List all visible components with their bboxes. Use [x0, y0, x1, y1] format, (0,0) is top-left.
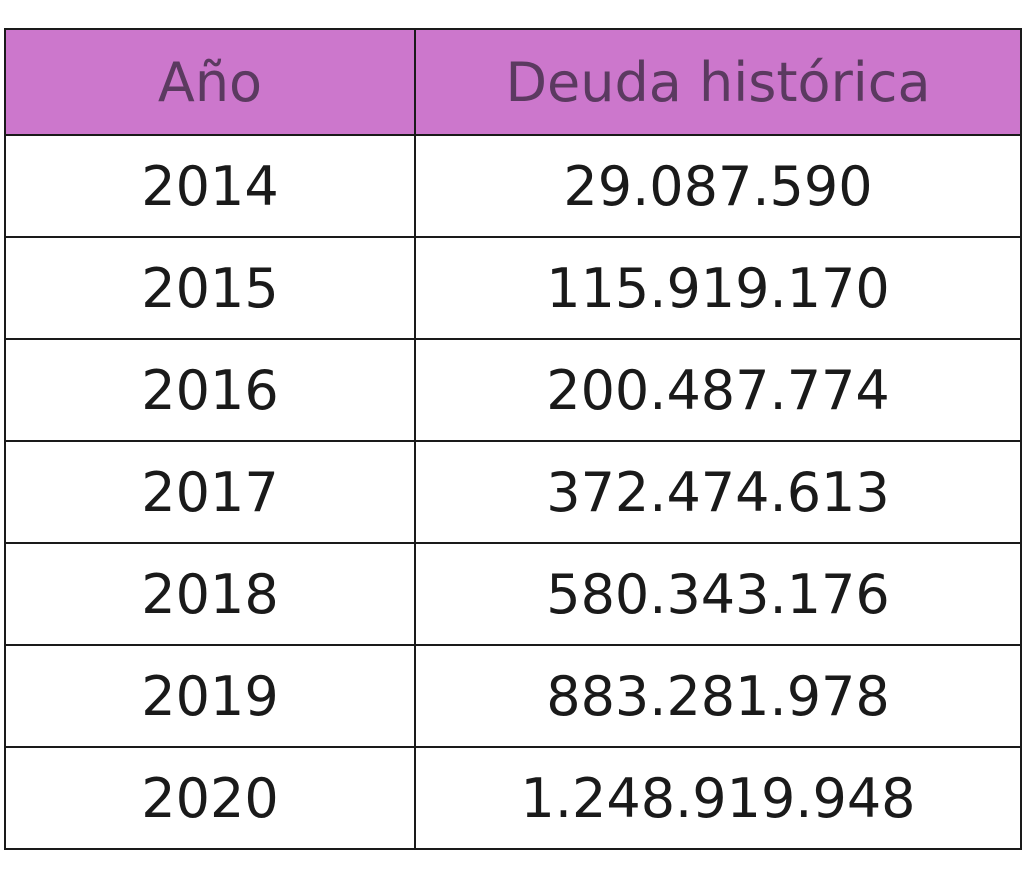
header-row: Año Deuda histórica [4, 28, 1022, 136]
year-cell: 2016 [4, 338, 416, 442]
table-row: 2020 1.248.919.948 [4, 746, 1022, 850]
table-row: 2017 372.474.613 [4, 440, 1022, 544]
table-row: 2018 580.343.176 [4, 542, 1022, 646]
debt-cell: 883.281.978 [414, 644, 1022, 748]
year-cell: 2020 [4, 746, 416, 850]
table-header: Año Deuda histórica [4, 28, 1022, 136]
header-debt: Deuda histórica [414, 28, 1022, 136]
table-body: 2014 29.087.590 2015 115.919.170 2016 20… [4, 134, 1022, 850]
debt-cell: 580.343.176 [414, 542, 1022, 646]
year-cell: 2014 [4, 134, 416, 238]
header-year: Año [4, 28, 416, 136]
debt-cell: 29.087.590 [414, 134, 1022, 238]
table-row: 2014 29.087.590 [4, 134, 1022, 238]
debt-cell: 1.248.919.948 [414, 746, 1022, 850]
year-cell: 2017 [4, 440, 416, 544]
debt-cell: 372.474.613 [414, 440, 1022, 544]
year-cell: 2015 [4, 236, 416, 340]
table-row: 2015 115.919.170 [4, 236, 1022, 340]
table-row: 2016 200.487.774 [4, 338, 1022, 442]
year-cell: 2019 [4, 644, 416, 748]
debt-cell: 115.919.170 [414, 236, 1022, 340]
year-cell: 2018 [4, 542, 416, 646]
debt-table: Año Deuda histórica 2014 29.087.590 2015… [4, 28, 1022, 850]
debt-cell: 200.487.774 [414, 338, 1022, 442]
table-row: 2019 883.281.978 [4, 644, 1022, 748]
